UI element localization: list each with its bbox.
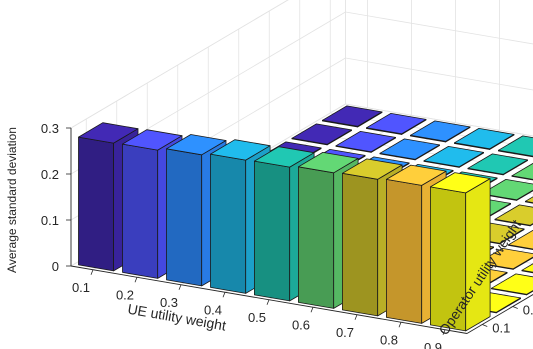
chart-axes: 0.10.20.30.40.50.60.70.80.90.10.20.30.40… (41, 121, 533, 349)
bar-top-face (480, 178, 533, 201)
bar (480, 178, 533, 201)
bar (507, 229, 533, 250)
x-tick-label: 0.7 (336, 325, 354, 340)
x-tick-label: 0.5 (248, 310, 266, 325)
x-tick-label: 0.9 (424, 340, 442, 349)
x-tick-label: 0.4 (204, 302, 222, 317)
bar (291, 123, 353, 146)
x-tick (222, 292, 226, 298)
bar (525, 196, 533, 204)
z-tick-label: 0.1 (41, 213, 59, 228)
bar-top-face (321, 105, 383, 127)
grid-line (345, 11, 533, 45)
x-tick (134, 277, 138, 283)
bar-top-face (497, 135, 533, 157)
bar (494, 204, 533, 227)
bar (511, 162, 533, 181)
bar-top-face (297, 151, 359, 174)
bar-top-face (467, 153, 528, 175)
grid-line (70, 0, 289, 129)
bar (423, 145, 485, 168)
bar (429, 172, 491, 332)
bar-top-face (429, 172, 491, 194)
bar (365, 113, 427, 135)
bar (477, 247, 533, 270)
x-tick-label: 0.1 (72, 280, 90, 295)
x-tick (354, 314, 358, 320)
x-tick (398, 322, 402, 328)
bar (497, 135, 533, 158)
x-tick-label: 0.8 (380, 332, 398, 347)
bar-top-face (210, 139, 271, 161)
bar-top-face (511, 162, 533, 180)
x-tick-label: 0.6 (292, 317, 310, 332)
bar-top-face (166, 134, 227, 156)
x-tick (310, 307, 314, 313)
x-tick-label: 0.3 (160, 295, 178, 310)
x-tick-label: 0.2 (116, 287, 134, 302)
bar-top-face (490, 273, 533, 295)
bar (321, 105, 383, 128)
bar-top-face (525, 196, 533, 204)
z-axis-label: Average standard deviation (5, 127, 19, 273)
y-tick-label: 0.1 (492, 321, 510, 336)
bar-top-face (507, 229, 533, 250)
y-tick (482, 324, 488, 327)
bar-top-face (335, 130, 397, 153)
bar-top-face (385, 164, 447, 186)
chart-bars (78, 105, 533, 332)
bar (335, 130, 397, 153)
bar-front-face (297, 166, 335, 309)
x-tick (90, 269, 94, 275)
bar-front-face (78, 136, 114, 272)
bar (521, 263, 533, 274)
bar-top-face (253, 146, 315, 168)
bar (379, 138, 441, 161)
x-tick (442, 329, 446, 335)
bar-top-face (453, 127, 515, 150)
bar-front-face (210, 153, 247, 294)
y-tick (512, 306, 518, 309)
bar-top-face (521, 263, 533, 273)
bar (490, 273, 533, 296)
bar-top-face (379, 138, 441, 160)
bar-top-face (341, 158, 403, 180)
z-tick-label: 0 (52, 259, 59, 274)
z-tick-label: 0.3 (41, 121, 59, 136)
x-tick (266, 299, 270, 305)
bar-top-face (291, 123, 353, 145)
x-tick (178, 284, 182, 290)
bar (467, 153, 528, 176)
bar-top-face (477, 247, 533, 270)
bar-top-face (423, 145, 485, 168)
bar-top-face (409, 120, 471, 142)
grid-line (345, 57, 533, 91)
bar-front-face (166, 148, 203, 287)
bar (453, 127, 515, 150)
z-tick-label: 0.2 (41, 167, 59, 182)
bar (166, 134, 227, 287)
bar-front-face (122, 143, 159, 279)
y-tick-label: 0.2 (523, 303, 533, 318)
bar-top-face (122, 129, 183, 151)
bar-top-face (494, 204, 533, 226)
bar-front-face (341, 172, 379, 317)
bar-top-face (365, 113, 427, 135)
bar-front-face (385, 178, 423, 324)
bar-front-face (253, 160, 291, 302)
bar (409, 120, 471, 143)
grid-line (345, 103, 533, 137)
bar-top-face (78, 122, 139, 144)
